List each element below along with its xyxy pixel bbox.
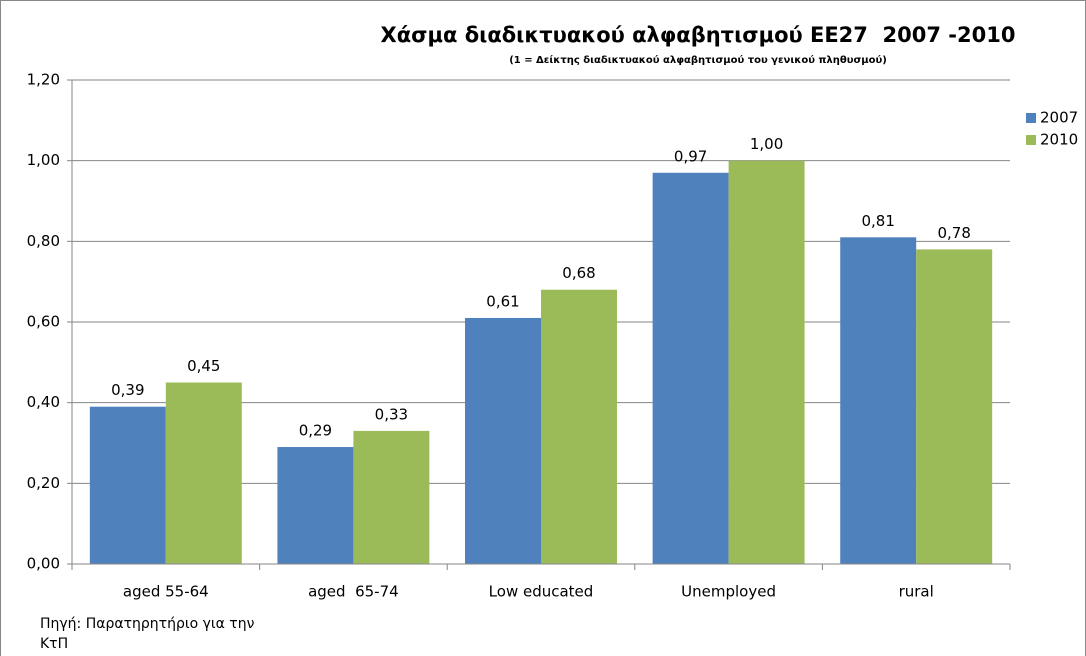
bar — [652, 172, 729, 564]
y-tick-label: 0,60 — [27, 313, 60, 331]
bar — [165, 382, 242, 564]
value-label: 0,97 — [674, 147, 707, 165]
value-label: 0,61 — [486, 292, 519, 310]
y-tick-label: 0,40 — [27, 393, 60, 411]
bar — [465, 317, 541, 564]
y-tick-label: 1,00 — [27, 151, 60, 169]
value-label: 0,81 — [862, 212, 895, 230]
y-tick-label: 1,20 — [27, 71, 60, 89]
y-tick-label: 0,80 — [27, 232, 60, 250]
legend-label: 2010 — [1040, 131, 1078, 149]
legend-swatch — [1026, 113, 1036, 123]
legend-swatch — [1026, 135, 1036, 145]
value-label: 1,00 — [750, 135, 783, 153]
y-tick-label: 0,20 — [27, 474, 60, 492]
x-tick-label: Low educated — [489, 583, 594, 601]
value-label: 0,78 — [937, 224, 970, 242]
source-note: Πηγή: Παρατηρητήριο για την ΚτΠ — [40, 616, 255, 652]
bar — [89, 406, 166, 564]
bar — [840, 237, 917, 565]
x-tick-label: aged 65-74 — [308, 583, 399, 601]
legend-label: 2007 — [1040, 109, 1078, 127]
value-label: 0,45 — [187, 357, 220, 375]
bar — [277, 447, 354, 564]
value-label: 0,39 — [111, 381, 144, 399]
bar — [728, 160, 805, 564]
x-tick-label: rural — [899, 583, 934, 601]
chart-title: Χάσμα διαδικτυακού αλφαβητισμού ΕΕ27 200… — [381, 23, 1016, 47]
bar — [916, 249, 993, 564]
bar — [353, 430, 430, 564]
x-tick-label: aged 55-64 — [123, 583, 209, 601]
value-label: 0,33 — [375, 405, 408, 423]
x-tick-label: Unemployed — [681, 583, 776, 601]
y-tick-label: 0,00 — [27, 555, 60, 573]
bar — [541, 289, 617, 564]
value-label: 0,29 — [299, 422, 332, 440]
value-label: 0,68 — [562, 264, 595, 282]
chart-subtitle: (1 = Δείκτης διαδικτυακού αλφαβητισμού τ… — [509, 54, 887, 66]
